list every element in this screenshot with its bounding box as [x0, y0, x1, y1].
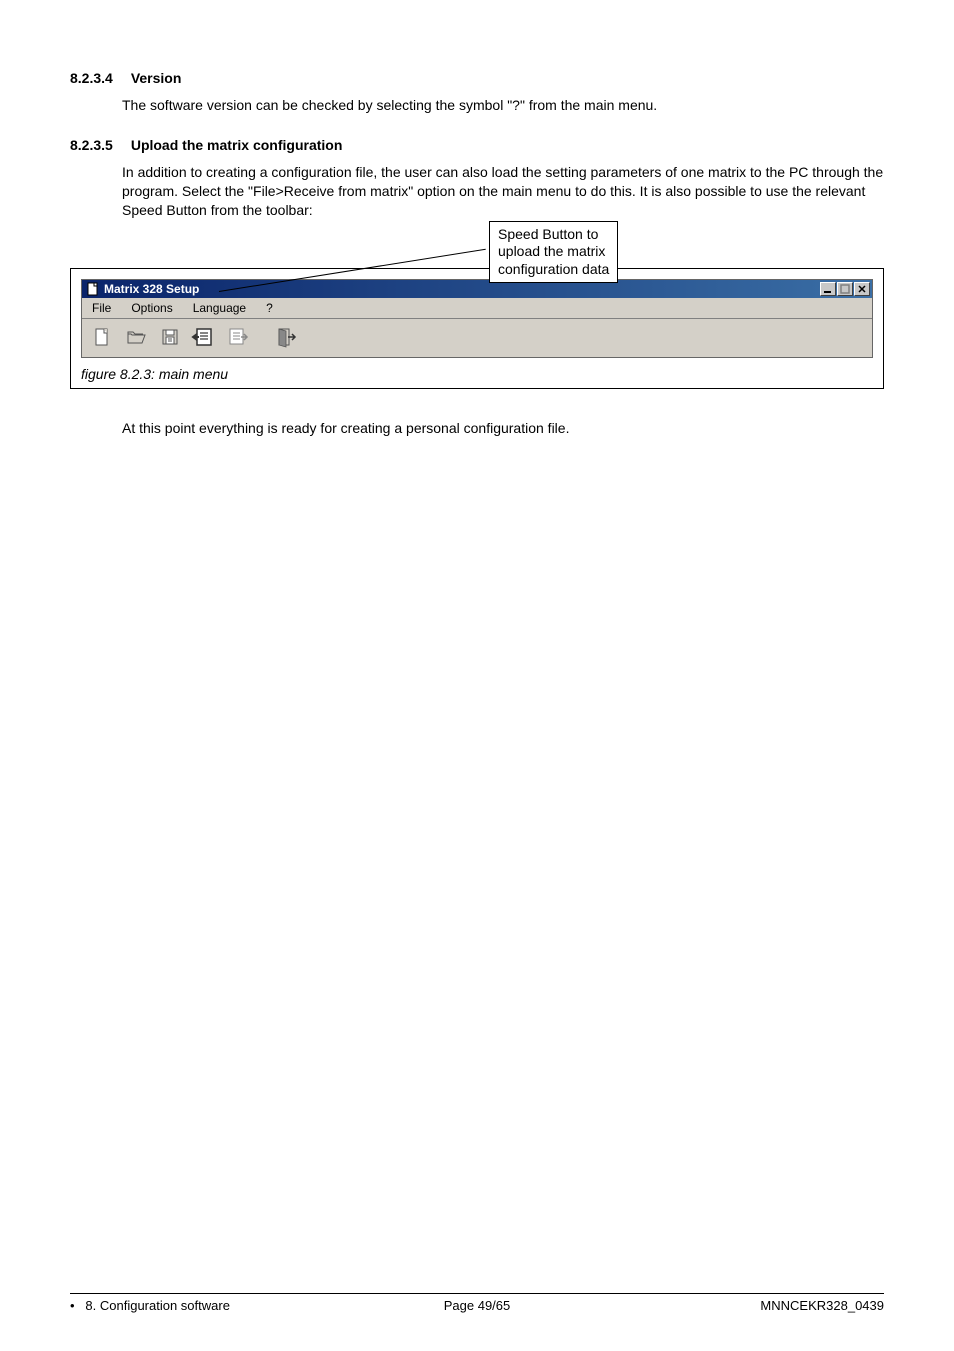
menu-file[interactable]: File [86, 300, 117, 316]
section-title: Upload the matrix configuration [131, 137, 343, 153]
section-body-version: The software version can be checked by s… [122, 96, 884, 115]
page-footer: • 8. Configuration software Page 49/65 M… [70, 1293, 884, 1313]
footer-left: • 8. Configuration software [70, 1298, 230, 1313]
menu-help[interactable]: ? [260, 300, 279, 316]
receive-from-matrix-button[interactable] [190, 323, 218, 351]
menu-options[interactable]: Options [125, 300, 178, 316]
section-number: 8.2.3.5 [70, 137, 113, 153]
app-icon [86, 282, 100, 296]
figure-block: Speed Button to upload the matrix config… [70, 268, 884, 389]
close-button[interactable] [854, 282, 870, 296]
app-window: Matrix 328 Setup File Options Language ? [81, 279, 873, 358]
menubar: File Options Language ? [82, 298, 872, 319]
footer-bullet: • [70, 1298, 75, 1313]
callout-box: Speed Button to upload the matrix config… [489, 221, 618, 284]
callout-line2: upload the matrix [498, 243, 609, 261]
section-body-upload: In addition to creating a configuration … [122, 163, 884, 220]
section-heading-upload: 8.2.3.5 Upload the matrix configuration [70, 137, 884, 153]
new-file-button[interactable] [88, 323, 116, 351]
footer-right: MNNCEKR328_0439 [760, 1298, 884, 1313]
footer-left-text: 8. Configuration software [85, 1298, 230, 1313]
callout-line3: configuration data [498, 261, 609, 279]
section-heading-version: 8.2.3.4 Version [70, 70, 884, 86]
window-title: Matrix 328 Setup [104, 282, 199, 296]
figure-caption: figure 8.2.3: main menu [81, 366, 873, 382]
menu-language[interactable]: Language [187, 300, 252, 316]
footer-center: Page 49/65 [444, 1298, 511, 1313]
callout-line1: Speed Button to [498, 226, 609, 244]
open-button[interactable] [122, 323, 150, 351]
section-title: Version [131, 70, 182, 86]
exit-button[interactable] [272, 323, 300, 351]
section-number: 8.2.3.4 [70, 70, 113, 86]
window-controls [820, 282, 870, 296]
toolbar [82, 319, 872, 357]
maximize-button[interactable] [837, 282, 853, 296]
minimize-button[interactable] [820, 282, 836, 296]
save-button[interactable] [156, 323, 184, 351]
after-figure-text: At this point everything is ready for cr… [122, 419, 884, 438]
send-to-matrix-button[interactable] [224, 323, 252, 351]
titlebar: Matrix 328 Setup [82, 280, 872, 298]
